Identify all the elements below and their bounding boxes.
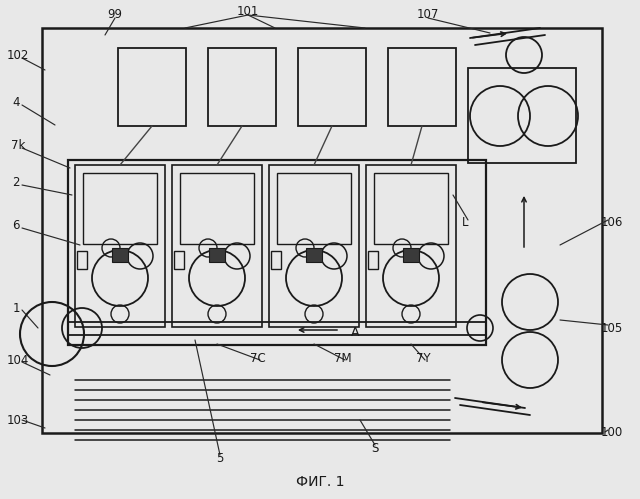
Text: 2: 2 xyxy=(12,176,20,189)
Bar xyxy=(306,248,322,262)
Bar xyxy=(269,165,359,327)
Text: 5: 5 xyxy=(216,452,224,465)
Text: 1: 1 xyxy=(12,301,20,314)
Bar xyxy=(112,248,128,262)
Text: 107: 107 xyxy=(417,7,439,20)
Bar xyxy=(468,68,576,163)
Bar xyxy=(180,173,254,244)
Bar xyxy=(366,165,456,327)
Bar xyxy=(277,173,351,244)
Bar xyxy=(42,28,602,433)
Text: 100: 100 xyxy=(601,426,623,439)
Text: 99: 99 xyxy=(108,7,122,20)
Text: L: L xyxy=(461,216,468,229)
Text: ФИГ. 1: ФИГ. 1 xyxy=(296,475,344,489)
Bar xyxy=(388,48,456,126)
Text: 103: 103 xyxy=(7,414,29,427)
Bar xyxy=(172,165,262,327)
Text: 104: 104 xyxy=(7,353,29,366)
Text: 6: 6 xyxy=(12,219,20,232)
Bar xyxy=(174,251,184,269)
Bar xyxy=(118,48,186,126)
Text: 106: 106 xyxy=(601,216,623,229)
Text: 7M: 7M xyxy=(334,351,352,364)
Text: S: S xyxy=(371,442,379,455)
Bar xyxy=(208,48,276,126)
Text: 101: 101 xyxy=(237,4,259,17)
Text: A: A xyxy=(351,326,359,339)
Bar xyxy=(83,173,157,244)
Text: 7C: 7C xyxy=(250,351,266,364)
Bar xyxy=(271,251,281,269)
Text: 4: 4 xyxy=(12,95,20,108)
Bar xyxy=(298,48,366,126)
Bar xyxy=(77,251,87,269)
Text: 102: 102 xyxy=(7,48,29,61)
Bar xyxy=(209,248,225,262)
Bar xyxy=(403,248,419,262)
Bar xyxy=(368,251,378,269)
Text: 7k: 7k xyxy=(11,139,25,152)
Bar xyxy=(374,173,448,244)
Text: 105: 105 xyxy=(601,321,623,334)
Bar xyxy=(75,165,165,327)
Bar xyxy=(68,160,486,345)
Text: 7Y: 7Y xyxy=(416,351,430,364)
